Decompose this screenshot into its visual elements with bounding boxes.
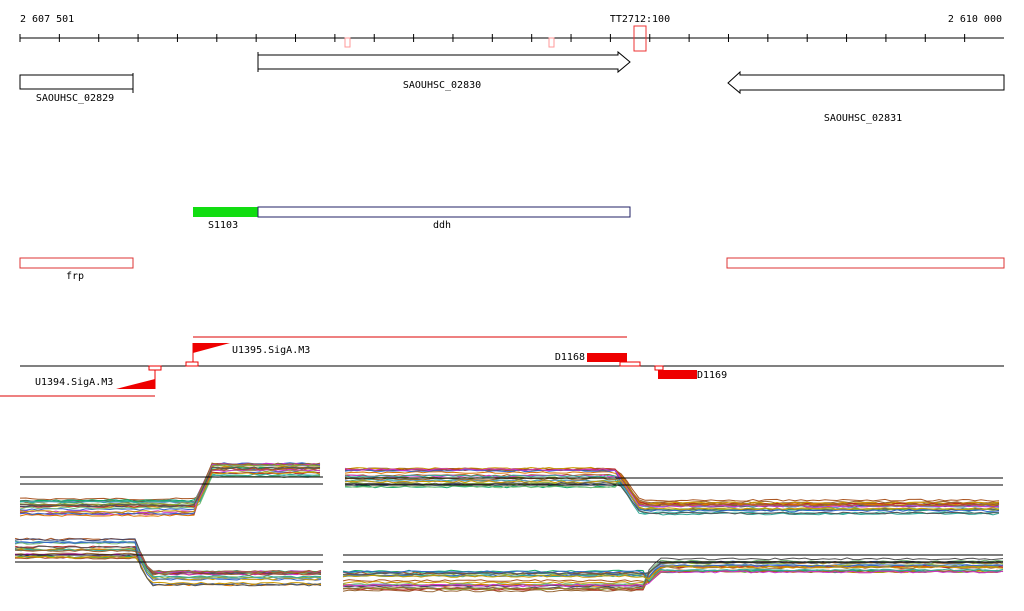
marker-box [633,25,647,52]
trace [19,462,321,516]
trace [344,467,1000,504]
trace [14,555,322,579]
promoter-label: U1394.SigA.M3 [35,377,113,388]
ruler-start: 2 607 501 [20,14,74,25]
trace [344,477,999,507]
terminator [587,353,627,362]
trace [19,466,321,507]
gene-label: SAOUHSC_02829 [36,93,114,104]
terminator [658,370,697,379]
site [185,361,199,367]
feature-box [19,257,134,269]
trace [342,565,1004,580]
trace [19,475,321,510]
site [654,365,664,371]
trace [14,554,322,574]
trace [19,462,321,514]
site [344,37,351,48]
feature-label: frp [66,271,84,282]
site [548,37,555,48]
trace [342,570,1004,587]
gene-arrow [257,50,631,74]
trace [19,474,321,503]
gene-box [19,74,134,90]
ruler-marker: TT2712:100 [610,14,670,25]
gene-label: SAOUHSC_02831 [824,113,902,124]
expression-traces [14,462,1004,593]
promoter-label: U1395.SigA.M3 [232,345,310,356]
trace [342,570,1004,584]
gene-label: SAOUHSC_02830 [403,80,481,91]
feature-box [726,257,1005,269]
feature-label: ddh [433,220,451,231]
trace [19,473,321,504]
site [619,361,641,367]
site [148,365,162,371]
trace [342,568,1004,582]
trace [342,560,1004,576]
trace [14,545,322,587]
feature-box [257,206,631,218]
terminator-label: D1168 [555,352,585,363]
trace [19,471,321,514]
trace [14,547,322,575]
ruler: 2 607 501 TT2712:100 2 610 000 [19,14,1004,52]
ruler-end: 2 610 000 [948,14,1002,25]
trace [14,548,322,579]
feature-box [193,207,258,217]
trace [14,552,322,573]
trace [14,555,322,585]
trace [14,549,322,573]
trace [344,480,1000,511]
feature-label: S1103 [208,220,238,231]
trace [344,482,999,515]
terminator-label: D1169 [697,370,727,381]
promoter-flag [116,379,155,389]
gene-arrow [727,70,1005,95]
promoter-flag [193,343,230,353]
